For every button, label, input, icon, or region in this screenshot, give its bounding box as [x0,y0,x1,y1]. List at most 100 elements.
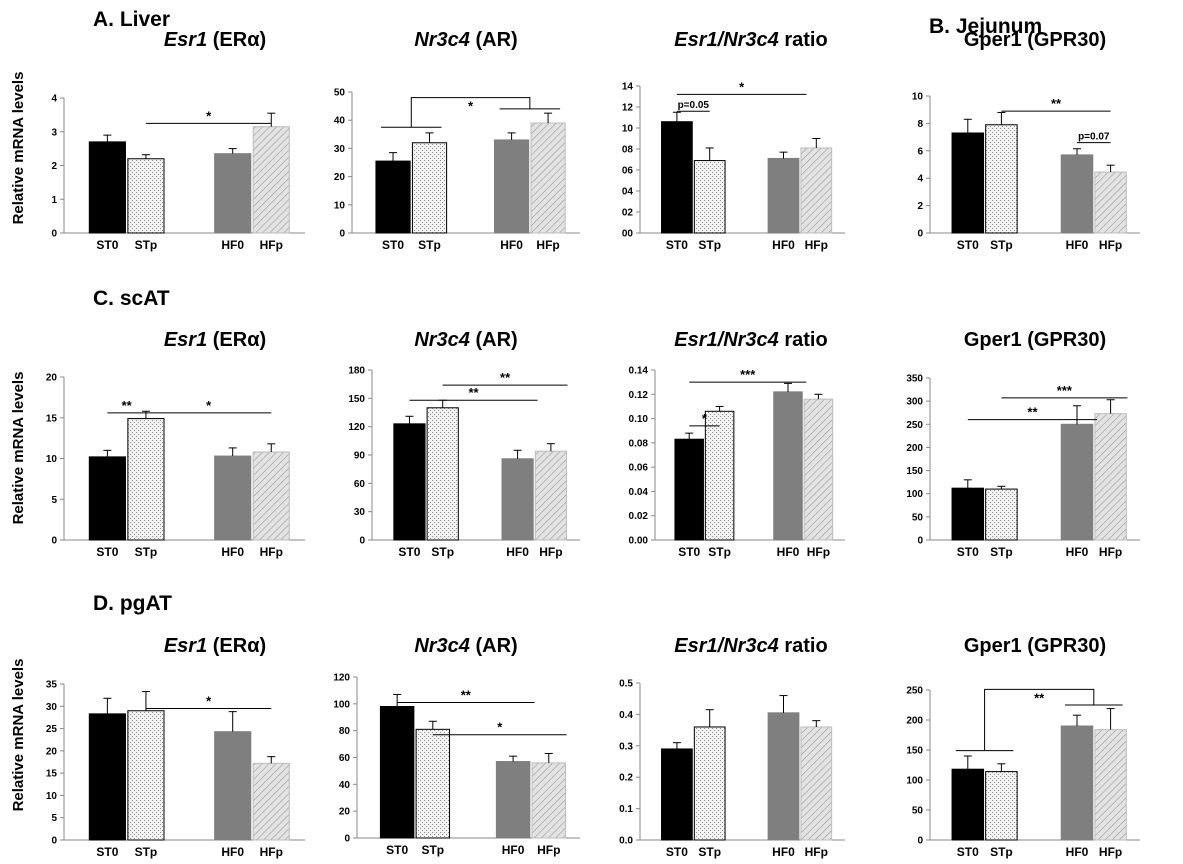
y-tick-label: 15 [46,769,58,780]
y-tick-label: 00 [622,229,634,240]
x-tick-label: HFp [260,238,283,252]
bar-hfp [252,451,290,541]
chart-title-gene: Nr3c4 [414,635,470,657]
y-tick-label: 150 [906,746,923,757]
significance-label: * [702,411,708,426]
section-label-pgat: D. pgAT [93,592,172,615]
y-tick-label: 30 [354,507,366,518]
bar-hf0 [1060,154,1094,234]
y-tick-label: 0.04 [629,487,649,498]
bar-stp [415,728,451,839]
y-axis-label-row-2: Relative mRNA levels [10,372,27,525]
bar-stp [704,410,735,541]
x-tick-label: HFp [805,238,828,252]
y-tick-label: 0 [917,836,923,847]
x-tick-label: HF0 [221,238,244,252]
x-tick-label: ST0 [957,545,979,559]
y-tick-label: 8 [917,119,923,130]
x-tick-label: STp [698,845,721,859]
bar-stp [426,407,459,541]
significance-label: ** [1027,405,1038,420]
chart-title-gene: Esr1 [164,29,207,51]
bar-hfp [534,450,567,541]
bar-hf0 [495,761,531,839]
y-tick-label: 10 [912,92,924,103]
y-tick-label: 0.06 [629,463,649,474]
y-tick-label: 50 [912,512,924,523]
chart-title-gene: Nr3c4 [414,329,470,351]
y-tick-label: 200 [906,443,923,454]
significance-label: * [739,79,745,94]
y-tick-label: 300 [906,397,923,408]
x-tick-label: HF0 [502,843,525,857]
bar-stp [127,158,165,234]
chart-title: Esr1/Nr3c4 ratio [674,329,827,351]
bar-stp [985,488,1018,541]
chart-title: Nr3c4 (AR) [414,29,517,51]
y-tick-label: 02 [622,208,634,219]
significance-label: * [206,694,212,709]
chart-title-gene: Nr3c4 [414,29,470,51]
chart-title: Esr1 (ERα) [164,329,266,351]
x-tick-label: ST0 [666,845,688,859]
x-tick-label: ST0 [96,238,118,252]
significance-label: ** [122,398,133,413]
y-tick-label: 40 [339,780,351,791]
bar-st0 [88,713,126,841]
significance-label: * [497,720,503,735]
x-tick-label: ST0 [957,238,979,252]
bar-stp [985,771,1018,841]
bar-st0 [674,438,704,541]
y-tick-label: 4 [51,94,57,105]
bar-hfp [530,122,566,234]
bar-hf0 [767,157,800,234]
y-tick-label: 0.00 [629,536,649,547]
y-tick-label: 60 [339,753,351,764]
bar-hfp [252,126,290,234]
x-tick-label: HFp [537,843,560,857]
y-tick-label: 15 [46,413,58,424]
chart-title-suffix: (ERα) [207,329,266,351]
bar-st0 [951,768,985,841]
bar-hf0 [767,712,800,841]
y-tick-label: 50 [912,806,924,817]
y-tick-label: 100 [906,489,923,500]
chart-title-gene: Esr1 [164,329,207,351]
x-tick-label: STp [135,545,158,559]
y-tick-label: 250 [906,686,923,697]
chart-panel-c4: Gper1 (GPR30) 0 50 100 150 200 250 300 350 ST0 STp… [906,329,1140,559]
y-tick-label: 4 [917,174,923,185]
y-tick-label: 0.12 [629,390,649,401]
bracket-line [984,688,1095,751]
bar-stp [693,160,726,234]
x-tick-label: HF0 [500,238,523,252]
bar-hfp [800,147,833,234]
significance-label: p=0.07 [1078,132,1110,143]
bar-st0 [951,487,985,541]
x-tick-label: STp [418,238,441,252]
x-tick-label: HFp [539,545,562,559]
x-tick-label: STp [431,545,454,559]
y-tick-label: 35 [46,680,58,691]
y-tick-label: 0.14 [629,366,649,377]
chart-title-gene: Esr1/Nr3c4 [674,635,779,657]
y-tick-label: 0.3 [619,741,633,752]
y-tick-label: 30 [334,144,346,155]
bar-st0 [375,160,411,234]
y-tick-label: 2 [51,161,57,172]
chart-title-suffix: Gper1 (GPR30) [964,29,1106,51]
y-tick-label: 0.4 [619,710,633,721]
x-tick-label: HF0 [772,845,795,859]
chart-panel-a1: Esr1 (ERα) 0 1 2 3 4 ST0 STp HF0 HFp * [51,29,305,252]
significance-label: *** [740,367,756,382]
chart-title-suffix: ratio [779,329,828,351]
y-tick-label: 0 [359,536,365,547]
bar-hfp [1094,729,1127,841]
y-tick-label: 60 [354,479,366,490]
chart-title: Esr1/Nr3c4 ratio [674,29,827,51]
chart-title: Gper1 (GPR30) [964,329,1106,351]
section-label-scat: C. scAT [93,287,170,310]
significance-label: * [206,108,212,123]
